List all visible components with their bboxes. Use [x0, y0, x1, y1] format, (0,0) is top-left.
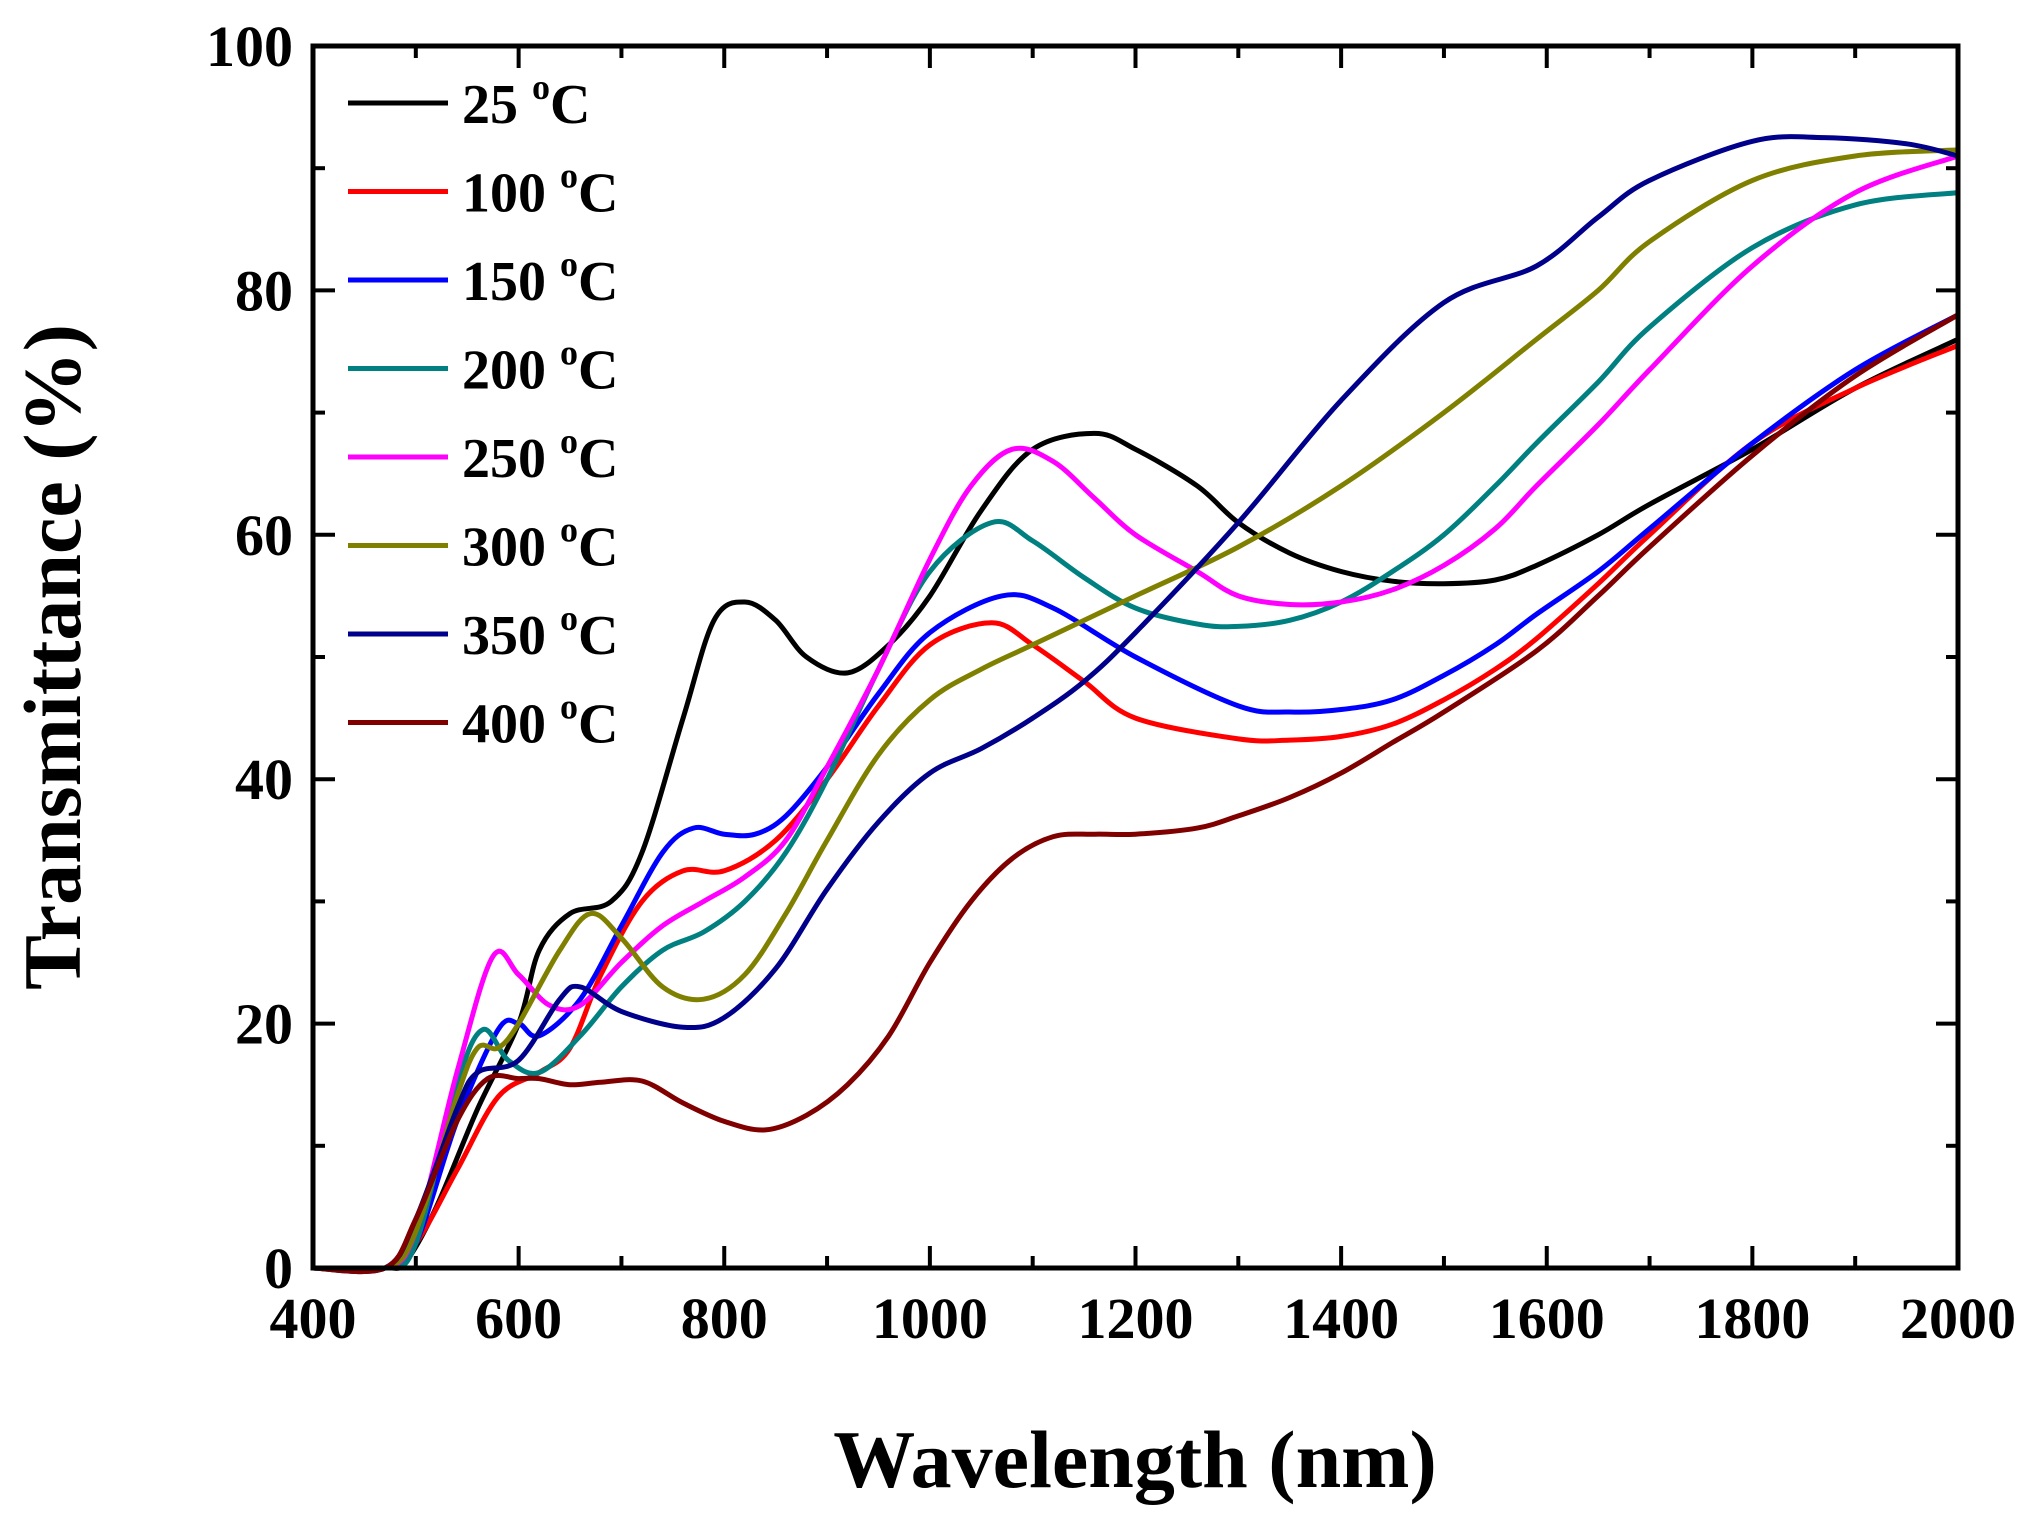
legend-item-350C: 350 oC — [348, 598, 618, 667]
x-tick-label: 400 — [270, 1286, 357, 1351]
x-tick-label: 2000 — [1900, 1286, 2016, 1351]
legend-label: 150 oC — [462, 244, 618, 313]
y-axis-title: Transmittance (%) — [7, 324, 98, 990]
x-axis: 400 600 800 1000 1200 1400 1600 1800 2000 — [270, 46, 2016, 1351]
legend-label: 400 oC — [462, 687, 618, 756]
legend-label: 250 oC — [462, 421, 618, 490]
y-tick-label: 60 — [235, 503, 293, 568]
y-tick-label: 40 — [235, 747, 293, 812]
legend-label: 200 oC — [462, 333, 618, 402]
x-tick-label: 600 — [475, 1286, 562, 1351]
x-tick-label: 800 — [681, 1286, 768, 1351]
legend-item-300C: 300 oC — [348, 510, 618, 579]
y-tick-label: 100 — [206, 14, 293, 79]
series-group — [310, 134, 1961, 1275]
legend-item-250C: 250 oC — [348, 421, 618, 490]
series-line-350C — [310, 134, 1961, 1275]
legend-label: 350 oC — [462, 598, 618, 667]
series-line-300C — [310, 147, 1961, 1274]
x-axis-title: Wavelength (nm) — [833, 1414, 1437, 1505]
legend-label: 300 oC — [462, 510, 618, 579]
series-line-400C — [310, 312, 1961, 1275]
x-tick-label: 1600 — [1489, 1286, 1605, 1351]
legend-item-150C: 150 oC — [348, 244, 618, 313]
legend-label: 100 oC — [462, 156, 618, 225]
legend-label: 25 oC — [462, 67, 590, 136]
legend-item-100C: 100 oC — [348, 156, 618, 225]
y-tick-label: 0 — [264, 1236, 293, 1301]
x-tick-label: 1000 — [872, 1286, 988, 1351]
series-line-250C — [310, 153, 1961, 1274]
y-tick-label: 80 — [235, 258, 293, 323]
x-tick-label: 1200 — [1078, 1286, 1194, 1351]
x-tick-label: 1400 — [1283, 1286, 1399, 1351]
series-line-25C — [310, 336, 1961, 1271]
legend-item-400C: 400 oC — [348, 687, 618, 756]
y-axis: 0 20 40 60 80 100 — [206, 14, 1958, 1301]
legend-item-200C: 200 oC — [348, 333, 618, 402]
x-tick-label: 1800 — [1694, 1286, 1810, 1351]
legend-item-25C: 25 oC — [348, 67, 590, 136]
legend: 25 oC 100 oC 150 oC 200 oC 250 oC 300 oC 350 o… — [348, 67, 618, 756]
y-tick-label: 20 — [235, 992, 293, 1057]
